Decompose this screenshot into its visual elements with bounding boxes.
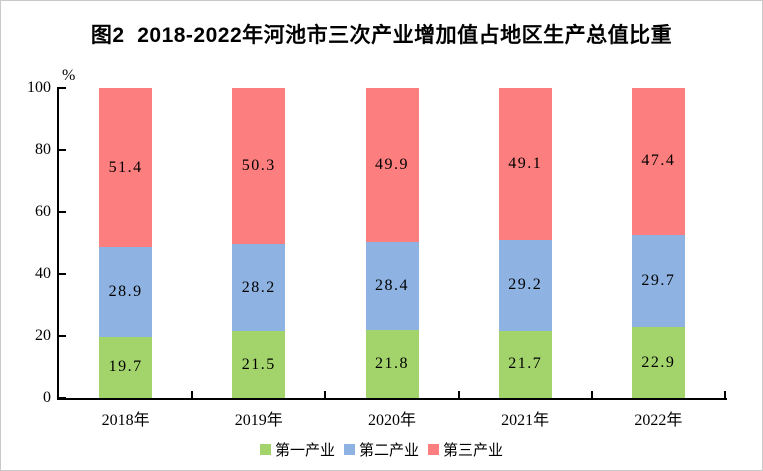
bar-value-label: 21.7: [508, 355, 543, 373]
legend-label: 第二产业: [358, 443, 419, 459]
bar-segment: [232, 331, 286, 398]
bar-value-label: 22.9: [641, 353, 676, 371]
x-tick-label: 2019年: [234, 412, 283, 429]
bar-value-label: 28.9: [108, 283, 143, 301]
y-tick-label: 80: [35, 141, 51, 158]
x-axis-line: [57, 398, 727, 400]
x-tick-label: 2021年: [501, 412, 550, 429]
bar-value-label: 51.4: [108, 158, 143, 176]
legend-swatch-icon: [259, 444, 271, 455]
y-axis-line: [57, 87, 59, 400]
x-tick: [324, 391, 327, 398]
legend-label: 第一产业: [274, 443, 335, 459]
bar-segment: [365, 87, 419, 243]
bar-value-label: 28.4: [375, 277, 409, 295]
bar-segment: [365, 242, 419, 331]
bar-value-label: 28.2: [241, 278, 276, 296]
chart-legend: 第一产业 第二产业 第三产业: [1, 439, 762, 460]
bar-value-label: 29.2: [508, 276, 543, 294]
x-tick: [457, 391, 460, 398]
x-tick-label: 2018年: [101, 412, 150, 429]
bar-segment: [631, 88, 685, 235]
y-tick: [59, 397, 66, 399]
x-tick-label: 2020年: [367, 412, 417, 429]
bar-value-label: 49.1: [508, 155, 543, 173]
bar-segment: [99, 247, 153, 337]
y-axis-unit-label: %: [62, 67, 76, 84]
bar-value-label: 49.9: [375, 156, 409, 174]
y-tick-label: 60: [35, 203, 51, 220]
bar-segment: [232, 88, 286, 244]
x-tick: [191, 391, 194, 398]
bar-segment: [498, 330, 552, 398]
bar-value-label: 29.7: [641, 271, 676, 289]
legend-swatch-icon: [428, 444, 439, 455]
bar-value-label: 21.8: [375, 355, 409, 373]
y-tick-label: 40: [35, 265, 51, 282]
chart-title: 图2 2018-2022年河池市三次产业增加值占地区生产总值比重: [90, 24, 673, 47]
y-tick: [59, 87, 66, 89]
bar-value-label: 19.7: [108, 358, 143, 376]
bar-value-label: 47.4: [641, 152, 676, 170]
y-tick: [59, 273, 66, 275]
y-tick-label: 100: [27, 79, 51, 96]
bar-segment: [365, 330, 419, 398]
bar-segment: [631, 327, 685, 398]
x-tick-label: 2022年: [634, 412, 683, 429]
bar-value-label: 50.3: [241, 156, 276, 174]
y-tick: [59, 211, 66, 213]
bar-segment: [498, 240, 552, 331]
bar-segment: [99, 88, 153, 248]
legend-label: 第三产业: [443, 443, 504, 459]
legend-item: 第二产业: [343, 439, 419, 460]
bar-segment: [631, 234, 685, 327]
y-tick-label: 0: [43, 389, 51, 406]
legend-swatch-icon: [343, 444, 355, 455]
bar-segment: [498, 88, 552, 241]
bar-segment: [99, 336, 153, 398]
x-tick: [724, 391, 726, 398]
bar-value-label: 21.5: [241, 355, 276, 373]
y-tick: [59, 335, 66, 337]
bar-segment: [232, 243, 286, 332]
legend-item: 第三产业: [428, 439, 503, 460]
legend-item: 第一产业: [259, 439, 335, 460]
y-tick-label: 20: [35, 327, 51, 344]
y-tick: [59, 149, 66, 151]
x-tick: [590, 391, 593, 398]
